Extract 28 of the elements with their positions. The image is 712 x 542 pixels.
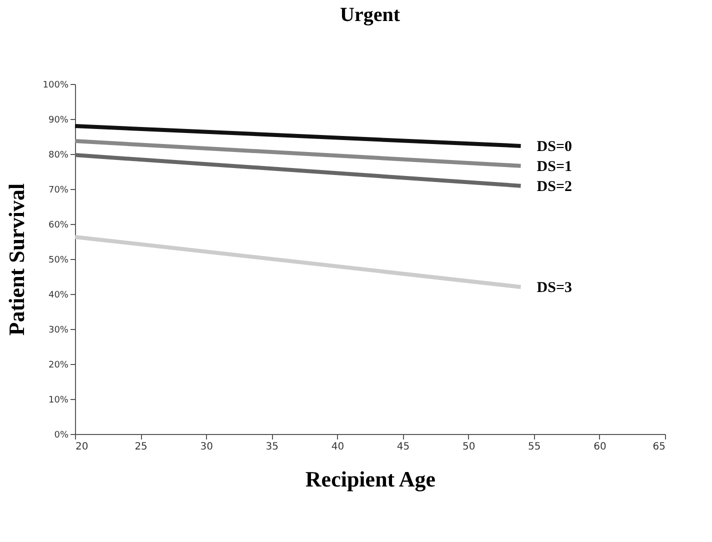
x-tick-label: 25 <box>134 442 148 452</box>
y-tick-label: 80% <box>48 150 69 160</box>
x-tick-label: 45 <box>396 442 410 452</box>
y-tick-label: 30% <box>48 326 69 336</box>
x-tick-label: 35 <box>266 442 279 452</box>
x-tick-label: 50 <box>462 442 476 452</box>
x-tick-label: 55 <box>528 442 541 452</box>
y-tick-label: 90% <box>48 116 69 126</box>
y-tick-label: 10% <box>48 396 69 406</box>
x-tick-label: 30 <box>200 442 213 452</box>
y-tick-label: 70% <box>48 186 69 196</box>
series-label: DS=1 <box>536 158 572 175</box>
x-tick-label: 60 <box>594 442 606 452</box>
y-tick-label: 20% <box>48 360 69 370</box>
y-tick-label: 40% <box>48 290 69 300</box>
series-label: DS=2 <box>536 178 572 195</box>
y-tick-label: 50% <box>48 256 69 266</box>
x-tick-label: 20 <box>76 442 88 452</box>
y-tick-label: 100% <box>42 80 69 90</box>
y-tick-label: 60% <box>48 220 69 230</box>
series-label: DS=0 <box>536 138 572 155</box>
chart-title: Urgent <box>340 4 400 26</box>
x-tick-label: 65 <box>652 442 666 452</box>
series-label: DS=3 <box>536 280 572 296</box>
x-tick-label: 40 <box>331 442 344 452</box>
y-tick-label: 0% <box>54 430 69 440</box>
y-axis-title: Patient Survival <box>4 183 29 336</box>
x-axis-title: Recipient Age <box>305 466 436 492</box>
